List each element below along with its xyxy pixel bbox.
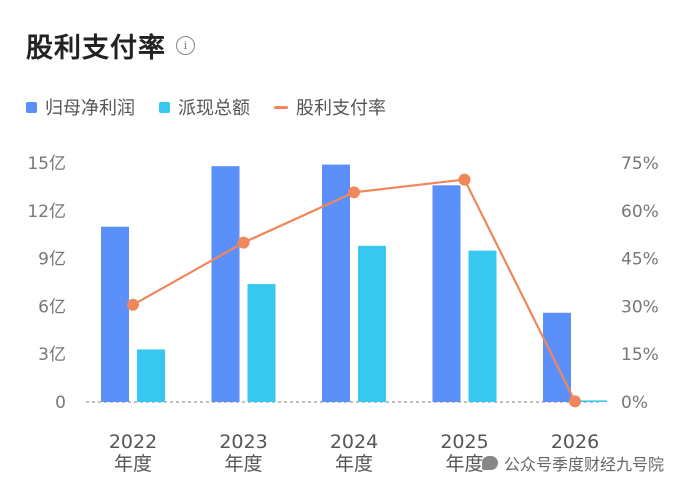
legend-label: 派现总额 [178,98,250,119]
y-right-tick-label: 75% [621,154,659,174]
bar [101,226,129,402]
x-tick-label: 年度 [224,453,262,475]
legend-label: 股利支付率 [296,98,386,119]
line-point [237,236,250,249]
y-left-tick-label: 0 [55,393,66,413]
chart-title: 股利支付率 [26,33,166,64]
wechat-icon [482,456,498,470]
legend-label: 归母净利润 [45,98,135,119]
bar [543,312,571,402]
info-icon[interactable]: i [176,36,195,55]
x-tick-label: 年度 [114,453,152,475]
bar [211,166,240,402]
y-right-tick-label: 15% [621,345,659,365]
bar [468,250,497,402]
x-tick-label: 2023 [219,431,267,453]
x-tick-label: 2024 [330,431,378,453]
y-left-tick-label: 12亿 [27,202,66,222]
bar [579,400,607,402]
legend-item[interactable]: 归母净利润 [26,94,135,120]
chart-title-row: 股利支付率 i [26,26,195,65]
x-tick-label: 年度 [445,453,483,475]
line-point [569,395,581,408]
y-left-tick-label: 6亿 [38,297,66,317]
x-tick-label: 2022 [109,431,157,453]
y-left-tick-label: 15亿 [27,154,66,174]
legend-item[interactable]: 股利支付率 [274,94,386,120]
line-point [348,186,360,199]
bar [137,349,165,402]
y-right-tick-label: 30% [621,297,659,317]
y-right-tick-label: 60% [621,202,659,222]
watermark-text: 公众号季度财经九号院 [504,455,665,474]
bar [432,185,461,402]
x-tick-label: 2026 [551,431,599,453]
legend-swatch [26,101,37,113]
bar [358,245,386,402]
y-left-tick-label: 9亿 [38,250,66,270]
line-point [127,298,139,311]
chart-legend: 归母净利润 派现总额 股利支付率 [26,94,386,120]
legend-swatch [159,101,170,113]
x-tick-label: 2025 [440,431,488,453]
x-tick-label: 年度 [335,453,373,475]
bar [247,284,276,402]
legend-item[interactable]: 派现总额 [159,94,250,120]
line-point [458,173,471,186]
watermark: 公众号季度财经九号院 [482,451,664,475]
legend-swatch [274,105,288,109]
y-right-tick-label: 45% [621,250,659,270]
y-left-tick-label: 3亿 [38,345,66,365]
line-series [132,178,576,402]
y-right-tick-label: 0% [621,393,648,413]
